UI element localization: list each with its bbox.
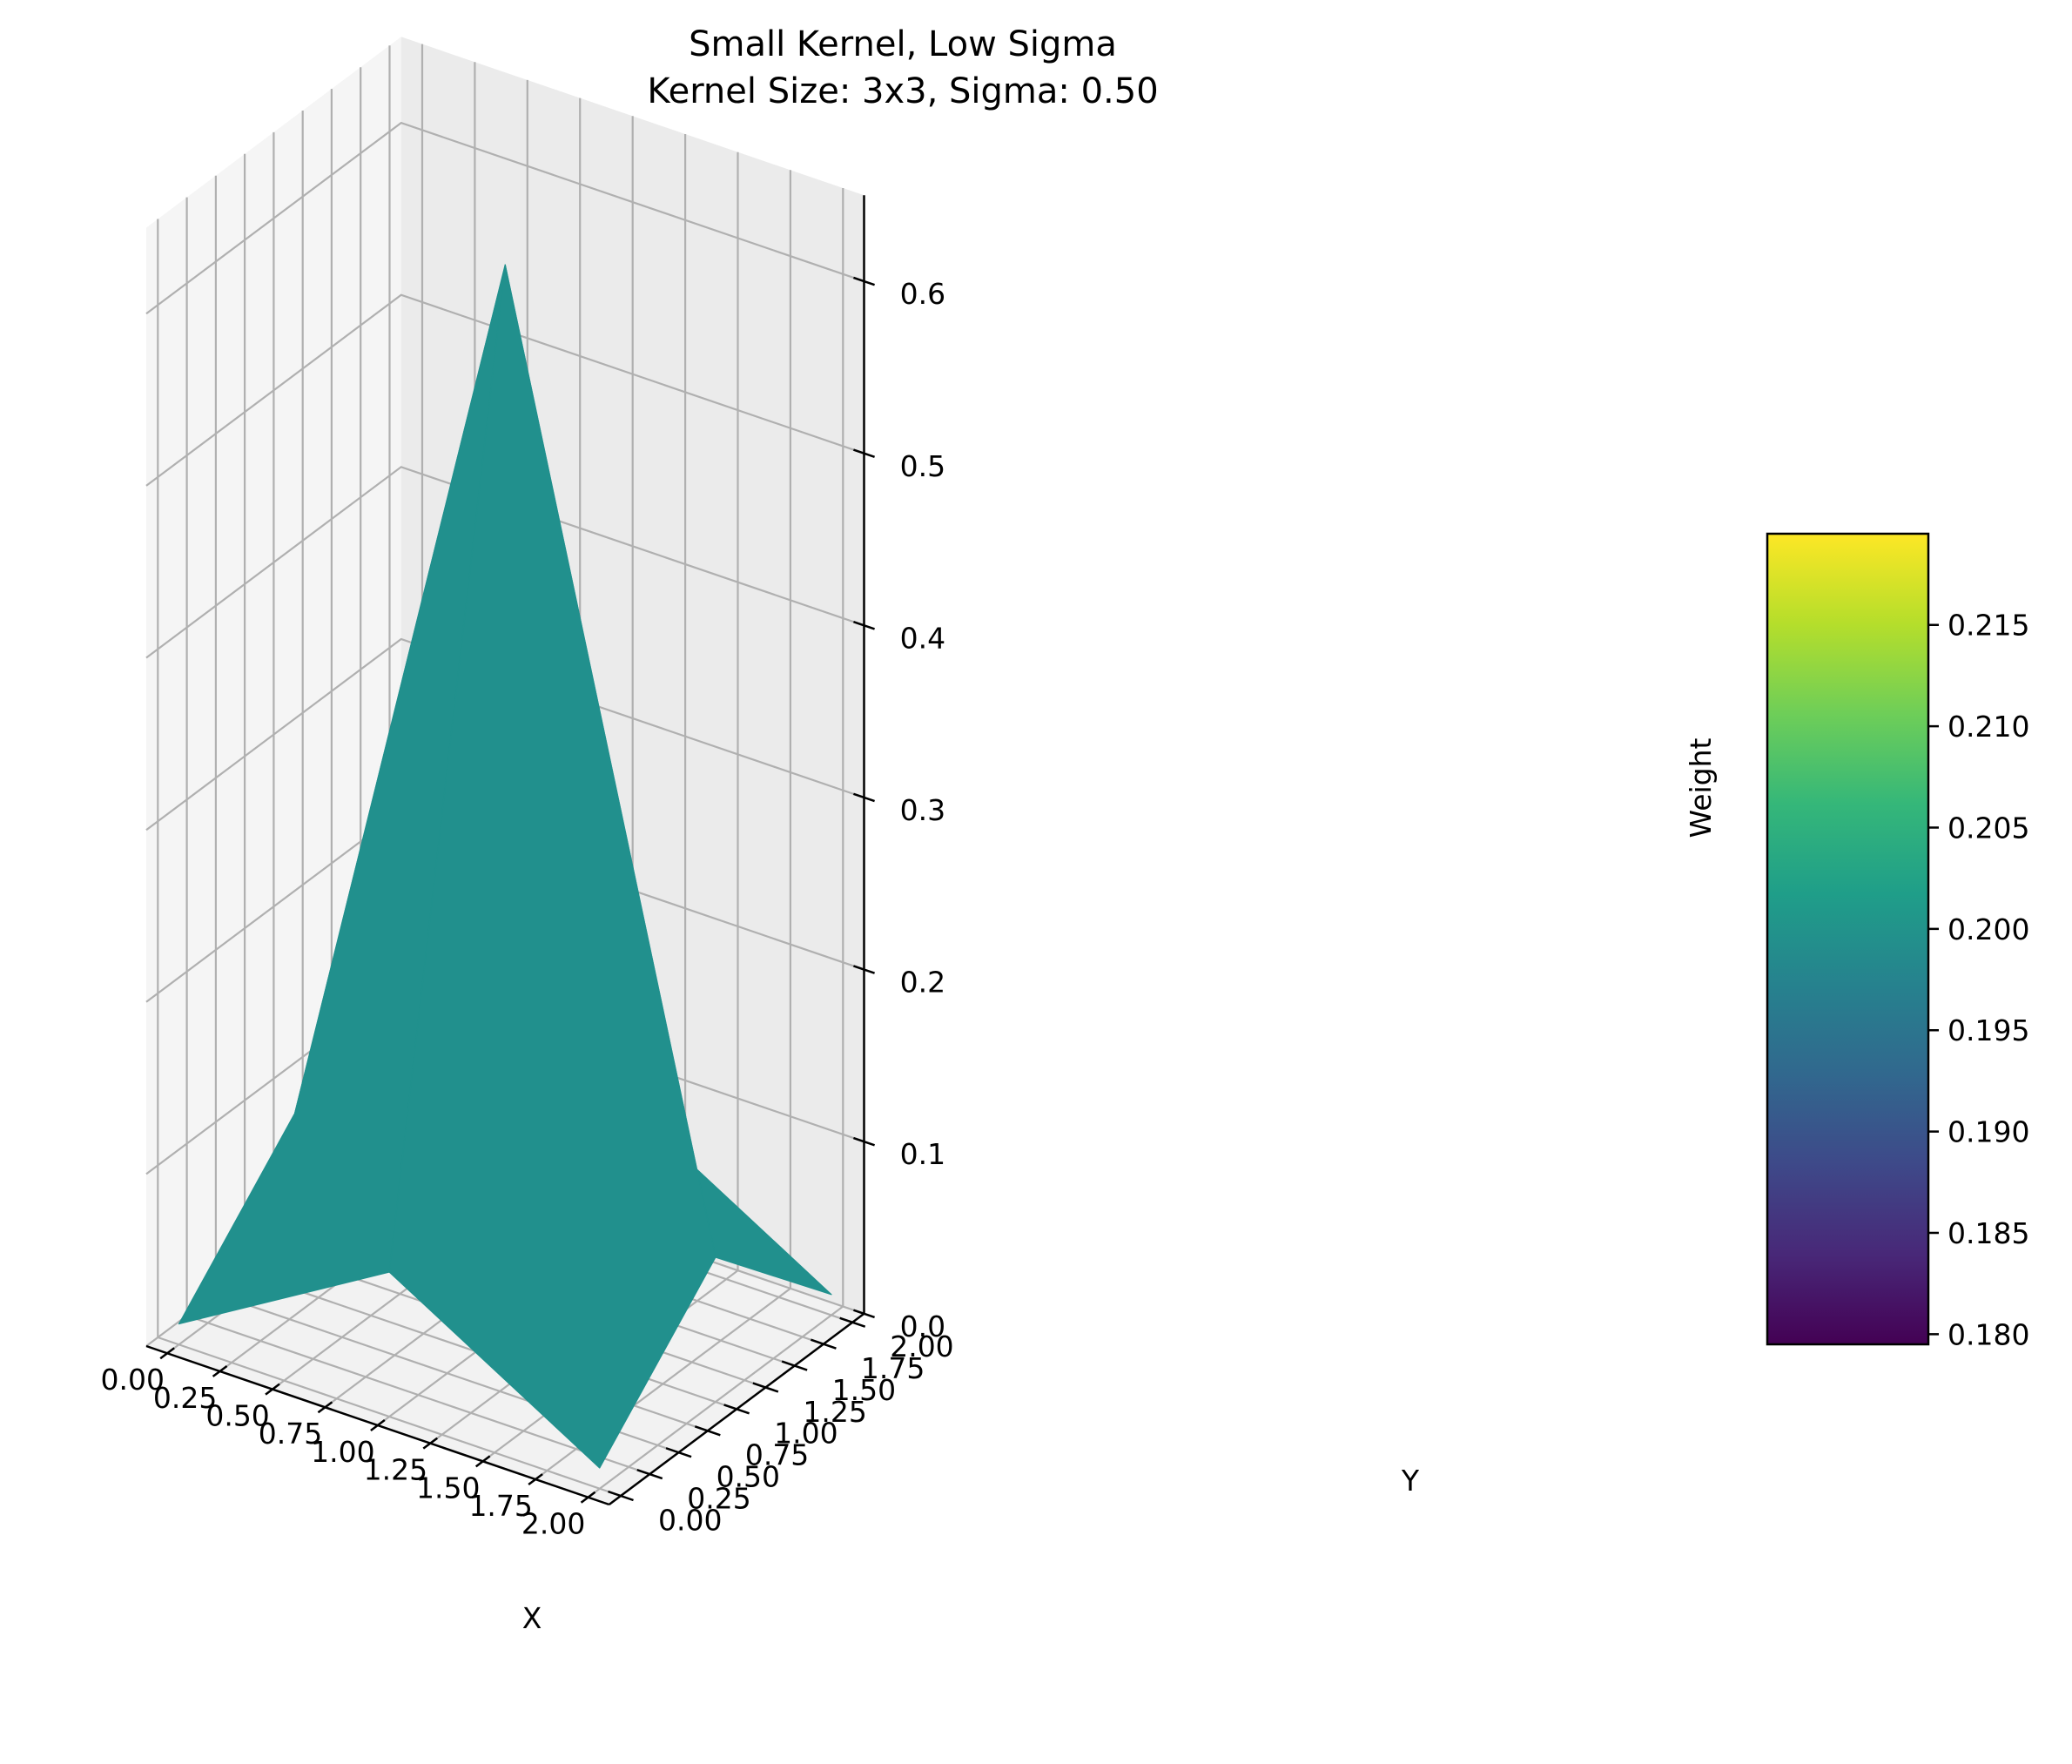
x-axis-label: X [522, 1601, 542, 1635]
grid-line-z [145, 121, 864, 315]
x-tick-label: 2.00 [521, 1507, 585, 1541]
z-axis-label: Weight [1684, 737, 1718, 838]
colorbar-tick-label: 0.195 [1948, 1013, 2029, 1047]
surface-face [388, 264, 716, 1469]
y-tick [781, 1360, 808, 1371]
x-tick-label: 0.75 [259, 1417, 322, 1451]
x-tick [317, 1401, 333, 1414]
x-tick-label: 0.00 [100, 1363, 164, 1397]
y-tick-label: 2.00 [890, 1330, 953, 1363]
y-tick [723, 1404, 750, 1415]
z-tick [853, 1136, 875, 1147]
z-tick-label: 0.2 [900, 966, 945, 1000]
x-tick-label: 0.25 [153, 1381, 217, 1415]
colorbar-body [1766, 532, 1930, 1346]
y-tick [839, 1316, 866, 1328]
z-tick-label: 0.1 [900, 1137, 945, 1171]
grid-line-z [145, 466, 864, 659]
x-tick [265, 1383, 280, 1396]
colorbar: 0.180 0.185 0.190 0.195 0.200 0.205 0.210 0.215 [1766, 532, 2029, 1351]
z-tick [853, 965, 875, 974]
z-tick-label: 0.3 [900, 793, 945, 827]
z-tick-label: 0.6 [900, 277, 945, 311]
z-tick-label: 0.4 [900, 621, 945, 655]
colorbar-tick-label: 0.200 [1948, 912, 2029, 946]
y-tick [608, 1490, 634, 1502]
surface-mesh [178, 264, 832, 1469]
colorbar-tick-label: 0.190 [1948, 1115, 2029, 1149]
tick-marks: 0.000.250.500.751.001.251.501.752.00 0.00… [100, 276, 954, 1541]
x-tick [580, 1491, 596, 1504]
colorbar-tick-label: 0.180 [1948, 1317, 2029, 1351]
chart-title: Small Kernel, Low Sigma [689, 24, 1117, 64]
x-tick-label: 0.50 [205, 1399, 269, 1433]
x-tick-label: 1.25 [364, 1453, 427, 1487]
y-tick-label: 0.25 [687, 1481, 750, 1515]
z-tick [853, 1309, 875, 1319]
x-tick-label: 1.50 [416, 1471, 480, 1505]
colorbar-tick-label: 0.185 [1948, 1216, 2029, 1250]
x-tick-label: 1.75 [468, 1489, 532, 1523]
colorbar-tick-label: 0.215 [1948, 609, 2029, 643]
x-tick [159, 1347, 175, 1360]
x-tick [474, 1455, 491, 1468]
x-tick [370, 1419, 386, 1431]
x-tick [422, 1437, 439, 1450]
grid-line-z [145, 637, 864, 832]
z-tick [853, 621, 875, 630]
y-tick [694, 1425, 721, 1437]
z-tick [853, 792, 875, 803]
x-tick [212, 1364, 228, 1377]
y-tick [665, 1447, 692, 1458]
chart-subtitle: Kernel Size: 3x3, Sigma: 0.50 [647, 71, 1158, 111]
x-tick [528, 1473, 543, 1486]
z-tick-label: 0.0 [900, 1310, 945, 1343]
z-tick [853, 276, 875, 286]
y-tick [752, 1382, 779, 1393]
x-tick-label: 1.00 [311, 1435, 374, 1469]
y-tick-label: 0.50 [716, 1460, 780, 1494]
y-tick-label: 0.75 [745, 1438, 809, 1472]
z-tick [853, 448, 875, 459]
y-tick-label: 0.00 [658, 1503, 722, 1537]
y-tick-label: 1.00 [774, 1417, 838, 1451]
y-tick-label: 1.50 [832, 1373, 896, 1407]
grid-line-z [145, 293, 864, 487]
y-axis-label: Y [1401, 1464, 1420, 1498]
colorbar-tick-label: 0.205 [1948, 811, 2029, 845]
y-tick-label: 1.25 [803, 1395, 866, 1429]
y-tick-label: 1.75 [861, 1351, 925, 1385]
colorbar-tick-label: 0.210 [1948, 710, 2029, 744]
y-tick [811, 1338, 837, 1350]
y-tick [636, 1468, 663, 1480]
z-tick-label: 0.5 [900, 449, 945, 483]
colorbar-ticks: 0.180 0.185 0.190 0.195 0.200 0.205 0.210 0.215 [1928, 609, 2029, 1351]
